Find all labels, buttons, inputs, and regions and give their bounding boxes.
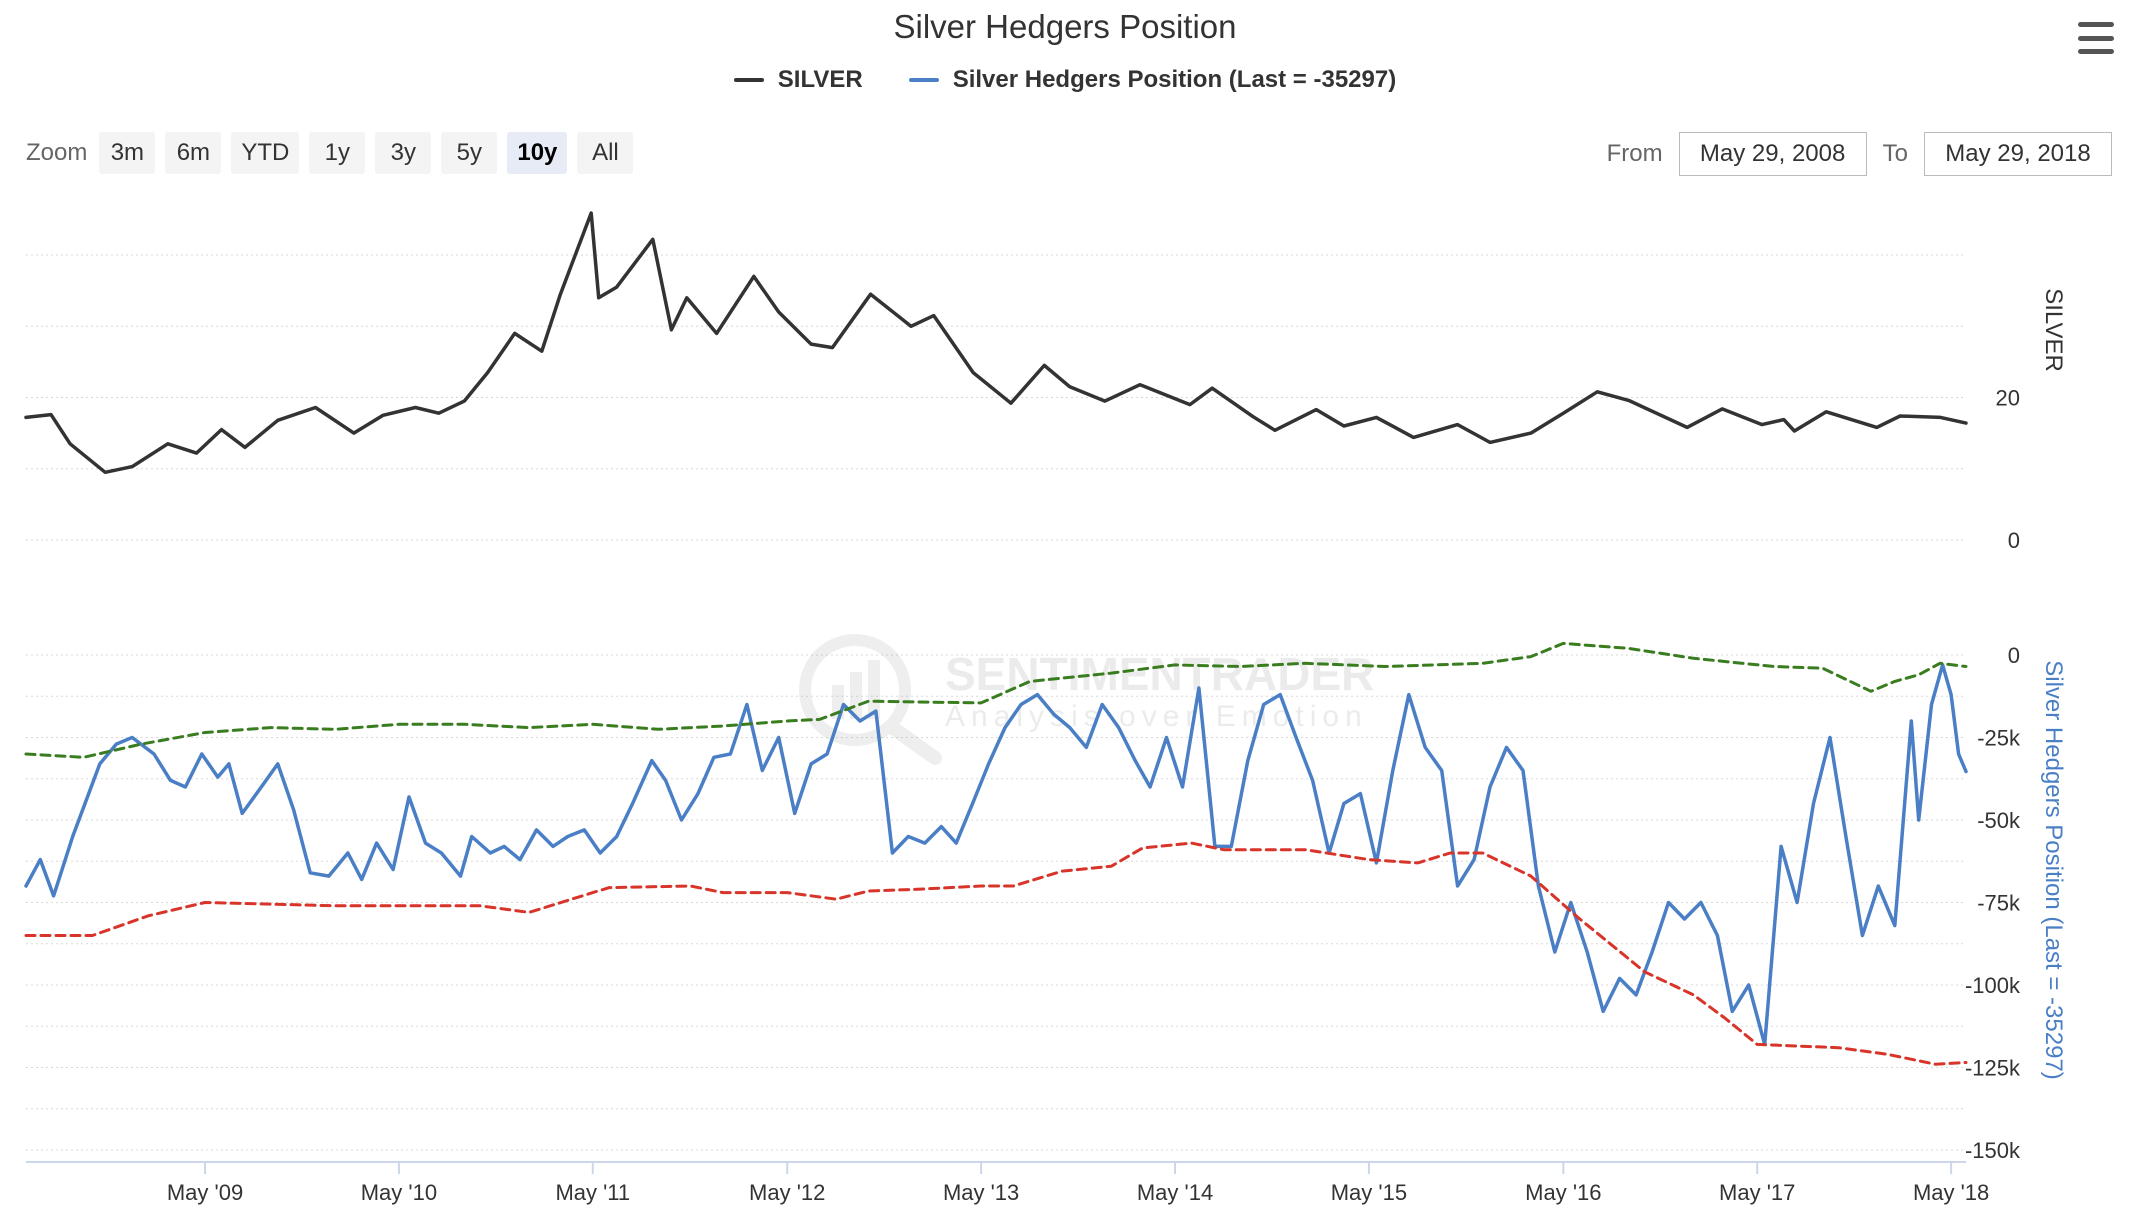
legend-swatch-silver <box>733 78 764 82</box>
series-layer <box>24 211 1968 1066</box>
watermark: SENTIMENTRADER Analysis over Emotion <box>799 634 1374 765</box>
y-tick-label: 20 <box>1996 386 2020 411</box>
to-date-input[interactable]: May 29, 2018 <box>1924 132 2112 176</box>
x-tick-label: May '10 <box>361 1180 437 1205</box>
watermark-tagline: Analysis over Emotion <box>945 700 1368 733</box>
x-tick-label: May '15 <box>1331 1180 1407 1205</box>
x-tick-label: May '11 <box>555 1180 630 1205</box>
y-tick-label: -150k <box>1965 1138 2021 1163</box>
legend-item-hedgers[interactable]: Silver Hedgers Position (Last = -35297) <box>908 66 1397 94</box>
legend: SILVER Silver Hedgers Position (Last = -… <box>0 66 2130 94</box>
silver-axis-label: SILVER <box>2040 288 2067 372</box>
watermark-logo <box>868 660 880 719</box>
y-tick-label: 0 <box>2008 528 2020 553</box>
date-range-selector: From May 29, 2008 To May 29, 2018 <box>1607 132 2112 176</box>
hedgers-axis-label: Silver Hedgers Position (Last = -35297) <box>2040 660 2067 1080</box>
zoom-button-1y[interactable]: 1y <box>309 132 366 174</box>
to-label: To <box>1882 140 1908 167</box>
hamburger-menu-icon[interactable] <box>2078 22 2114 54</box>
x-tick-label: May '18 <box>1913 1180 1989 1205</box>
menu-bar <box>2078 49 2114 54</box>
series-line[interactable] <box>24 211 1968 475</box>
zoom-button-all[interactable]: All <box>577 132 634 174</box>
watermark-logo <box>799 634 911 746</box>
y-tick-label: -100k <box>1965 973 2021 998</box>
from-date-input[interactable]: May 29, 2008 <box>1678 132 1867 176</box>
y-tick-label: -50k <box>1977 808 2021 833</box>
x-tick-label: May '12 <box>749 1180 825 1205</box>
menu-bar <box>2078 22 2114 27</box>
y-tick-label: -75k <box>1977 891 2021 916</box>
axes: 0 20 0 -25k -50k -75k -100k -125k -150k May '09 Ma… <box>26 386 2021 1205</box>
series-line[interactable] <box>24 641 1968 759</box>
x-tick-label: May '13 <box>943 1180 1019 1205</box>
gridlines <box>26 254 1966 1151</box>
series-line[interactable] <box>24 841 1968 1066</box>
x-tick-label: May '16 <box>1525 1180 1601 1205</box>
menu-bar <box>2078 35 2114 41</box>
zoom-button-3y[interactable]: 3y <box>375 132 432 174</box>
chart-title: Silver Hedgers Position <box>893 8 1237 45</box>
zoom-label: Zoom <box>26 139 88 166</box>
legend-label-hedgers: Silver Hedgers Position (Last = -35297) <box>952 66 1397 93</box>
x-tick-label: May '14 <box>1137 1180 1213 1205</box>
x-tick-label: May '17 <box>1719 1180 1795 1205</box>
zoom-button-6m[interactable]: 6m <box>165 132 222 174</box>
watermark-text: SENTIMENTRADER <box>945 648 1374 700</box>
from-label: From <box>1606 140 1663 167</box>
zoom-selector: Zoom 3m 6m YTD 1y 3y 5y 10y All <box>26 132 634 174</box>
x-tick-label: May '09 <box>167 1180 243 1205</box>
y-tick-label: -25k <box>1977 726 2021 751</box>
zoom-button-ytd[interactable]: YTD <box>231 132 300 174</box>
legend-item-silver[interactable]: SILVER <box>733 66 863 94</box>
series-line[interactable] <box>24 663 1968 1047</box>
y-tick-label: 0 <box>2008 643 2020 668</box>
legend-label-silver: SILVER <box>777 66 863 93</box>
zoom-button-10y[interactable]: 10y <box>507 132 568 174</box>
zoom-button-5y[interactable]: 5y <box>441 132 498 174</box>
zoom-button-3m[interactable]: 3m <box>99 132 156 174</box>
legend-swatch-hedgers <box>908 78 939 82</box>
y-tick-label: -125k <box>1965 1056 2021 1081</box>
watermark-logo <box>886 721 942 765</box>
